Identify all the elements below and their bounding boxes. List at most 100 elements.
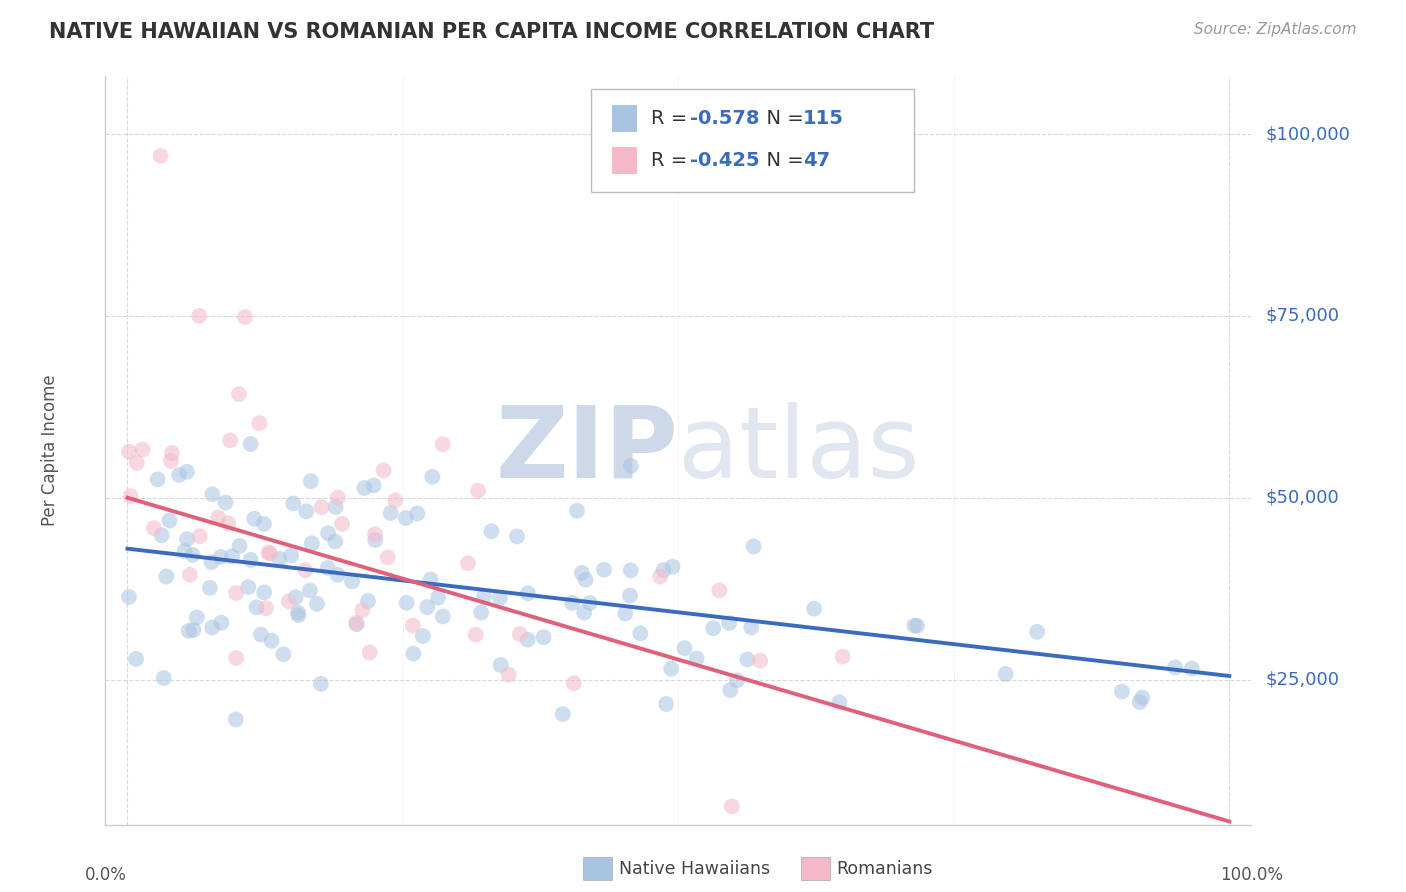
Point: [614, 607, 637, 621]
Point: [173, 544, 195, 558]
Point: [186, 610, 208, 624]
Text: R =: R =: [651, 151, 693, 170]
Point: [160, 454, 183, 468]
Point: [353, 481, 375, 495]
Point: [209, 615, 232, 630]
Point: [1130, 690, 1153, 705]
Point: [311, 500, 333, 515]
Point: [488, 591, 510, 605]
Point: [221, 549, 243, 564]
Point: [125, 456, 148, 470]
Point: [277, 594, 299, 608]
Point: [1026, 624, 1049, 639]
Point: [359, 645, 381, 659]
Point: [725, 673, 748, 688]
Point: [498, 667, 520, 681]
Point: [125, 652, 148, 666]
Point: [228, 539, 250, 553]
Text: Romanians: Romanians: [837, 860, 934, 878]
Point: [188, 309, 211, 323]
Text: NATIVE HAWAIIAN VS ROMANIAN PER CAPITA INCOME CORRELATION CHART: NATIVE HAWAIIAN VS ROMANIAN PER CAPITA I…: [49, 22, 935, 42]
Point: [225, 586, 247, 600]
Point: [225, 651, 247, 665]
Point: [406, 507, 429, 521]
Point: [803, 601, 825, 615]
Point: [131, 442, 153, 457]
Point: [709, 583, 731, 598]
Point: [149, 149, 172, 163]
Text: atlas: atlas: [678, 402, 920, 499]
Point: [1111, 684, 1133, 698]
Point: [516, 632, 538, 647]
Point: [357, 594, 380, 608]
Text: 0.0%: 0.0%: [84, 866, 127, 884]
Point: [257, 546, 280, 560]
Text: R =: R =: [651, 109, 693, 128]
Point: [575, 573, 598, 587]
Text: $25,000: $25,000: [1265, 671, 1340, 689]
Point: [402, 618, 425, 632]
Point: [330, 516, 353, 531]
Point: [239, 553, 262, 567]
Point: [628, 626, 651, 640]
Point: [648, 569, 671, 583]
Point: [176, 532, 198, 546]
Point: [740, 620, 762, 634]
Point: [120, 489, 142, 503]
Point: [299, 474, 322, 488]
Point: [316, 526, 339, 541]
Point: [118, 444, 141, 458]
Point: [201, 621, 224, 635]
Point: [305, 597, 328, 611]
Text: $75,000: $75,000: [1265, 307, 1340, 325]
Point: [146, 472, 169, 486]
Point: [373, 463, 395, 477]
Point: [152, 671, 174, 685]
Point: [243, 512, 266, 526]
Point: [571, 566, 593, 580]
Point: [346, 617, 368, 632]
Point: [737, 652, 759, 666]
Point: [239, 437, 262, 451]
Point: [1129, 695, 1152, 709]
Point: [718, 683, 741, 698]
Point: [287, 606, 309, 620]
Point: [470, 606, 492, 620]
Point: [702, 621, 724, 635]
Point: [207, 510, 229, 524]
Point: [280, 549, 302, 563]
Point: [467, 483, 489, 498]
Point: [593, 563, 616, 577]
Point: [198, 581, 221, 595]
Point: [620, 563, 643, 577]
Point: [419, 573, 441, 587]
Point: [432, 437, 454, 451]
Text: ZIP: ZIP: [495, 402, 678, 499]
Text: Source: ZipAtlas.com: Source: ZipAtlas.com: [1194, 22, 1357, 37]
Point: [269, 552, 291, 566]
Point: [228, 387, 250, 401]
Point: [160, 446, 183, 460]
Point: [217, 516, 239, 531]
Point: [720, 799, 742, 814]
Point: [479, 524, 502, 539]
Point: [247, 416, 270, 430]
Point: [422, 470, 444, 484]
Point: [253, 585, 276, 599]
Point: [188, 529, 211, 543]
Point: [325, 500, 347, 514]
Point: [167, 468, 190, 483]
Point: [384, 493, 406, 508]
Point: [1181, 661, 1204, 675]
Point: [294, 563, 316, 577]
Point: [219, 434, 242, 448]
Point: [259, 546, 281, 560]
Point: [209, 549, 232, 564]
Point: [200, 555, 222, 569]
Text: 100.0%: 100.0%: [1220, 866, 1282, 884]
Point: [364, 533, 387, 547]
Point: [159, 513, 181, 527]
Point: [287, 608, 309, 623]
Point: [572, 606, 595, 620]
Point: [155, 569, 177, 583]
